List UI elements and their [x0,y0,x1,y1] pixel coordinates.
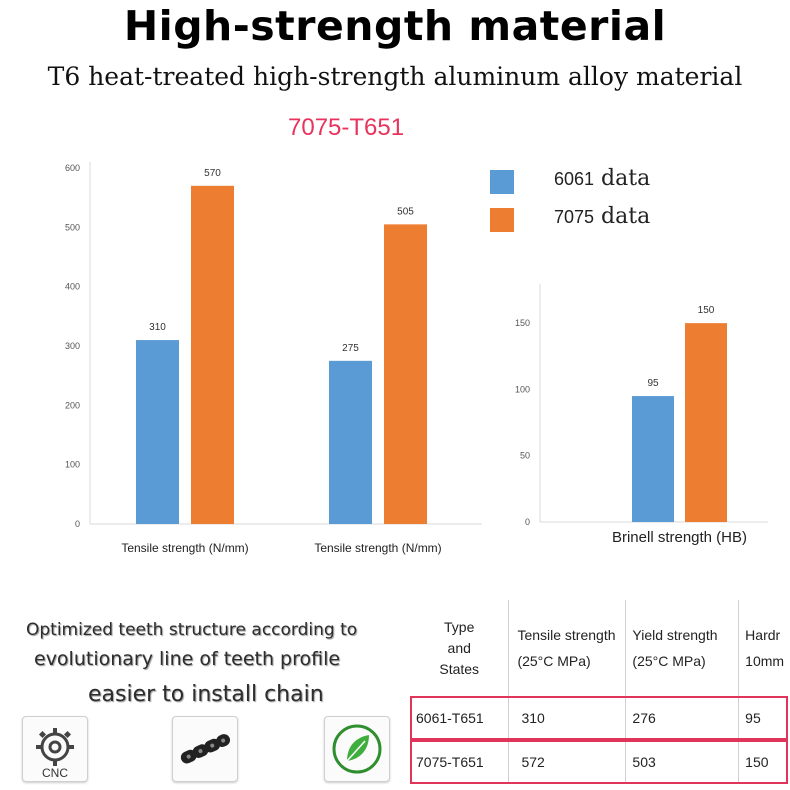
bar [384,224,427,524]
table-header-row: Type and States Tensile strength (25°C M… [410,600,790,696]
feature-line-1: Optimized teeth structure according to [26,620,358,640]
cell-type: 7075-T651 [410,740,510,784]
y-tick-label: 600 [65,163,80,173]
brinell-strength-chart: 0 50 100 150 95 150 Brinell strength (HB) [515,284,768,546]
category-label: Tensile strength (N/mm) [314,541,441,555]
chain-icon [172,716,238,782]
data-label: 505 [397,206,414,217]
cnc-icon-label: CNC [42,766,68,780]
cell-type: 6061-T651 [410,696,510,740]
legend-code-7075: 7075 [554,207,595,227]
y-tick-label: 100 [515,384,530,394]
alloy-grade-label: 7075-T651 [288,114,405,141]
col-header-tensile: Tensile strength (25°C MPa) [508,600,627,696]
bar [191,185,234,525]
y-tick-label: 150 [515,318,530,328]
bar [136,340,179,524]
bar [329,360,372,524]
data-label: 150 [698,305,715,316]
category-label: Brinell strength (HB) [612,529,747,546]
feature-line-2: evolutionary line of teeth profile [34,648,341,670]
y-tick-label: 300 [65,341,80,351]
bar [632,396,674,522]
cell-tensile: 572 [508,740,627,784]
spec-table: Type and States Tensile strength (25°C M… [410,600,790,784]
legend-swatch-7075 [490,208,514,232]
data-label: 95 [647,378,659,389]
y-tick-label: 400 [65,282,80,292]
legend-word-6061: data [601,166,651,191]
page-title: High-strength material [123,2,667,50]
highlight-row-6061 [410,696,788,740]
data-label: 570 [204,168,221,179]
feature-line-3: easier to install chain [88,682,324,707]
leaf-icon [324,716,390,782]
page-subtitle: T6 heat-treated high-strength aluminum a… [47,62,743,91]
legend-swatch-6061 [490,170,514,194]
col-header-yield: Yield strength (25°C MPa) [625,600,740,696]
col-header-hardness: Hardr 10mm [745,627,785,669]
y-tick-label: 0 [75,519,80,529]
highlight-row-7075 [410,740,788,784]
cell-tensile: 310 [508,696,627,740]
legend-code-6061: 6061 [554,169,595,189]
category-label: Tensile strength (N/mm) [121,541,248,555]
cell-yield: 503 [625,740,740,784]
y-tick-label: 100 [65,460,80,470]
cell-hardness: 150 [745,754,769,770]
table-row: 7075-T651 572 503 150 [410,740,790,784]
table-row: 6061-T651 310 276 95 [410,696,790,740]
tensile-strength-chart: 0 100 200 300 400 500 600 310 570 Tensile strengt… [65,162,482,555]
data-label: 310 [149,322,166,333]
cell-hardness: 95 [745,710,761,726]
y-tick-label: 50 [520,451,530,461]
bar [685,323,727,522]
col-header-type: Type and States [410,600,510,696]
y-tick-label: 0 [525,517,530,527]
cnc-gear-icon: CNC [22,716,88,782]
cell-yield: 276 [625,696,740,740]
legend-word-7075: data [601,204,651,229]
y-tick-label: 200 [65,400,80,410]
data-label: 275 [342,343,359,354]
y-tick-label: 500 [65,222,80,232]
